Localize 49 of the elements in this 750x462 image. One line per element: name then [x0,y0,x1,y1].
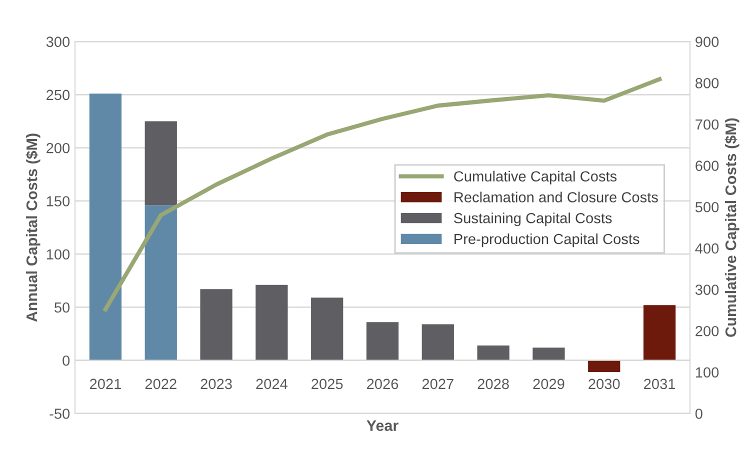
y2-tick-label: 800 [695,78,719,88]
y-tick-label: 250 [46,90,70,100]
y2-tick-label: 100 [696,367,719,378]
y-axis-title: Annual Capital Costs ($M) [26,134,40,322]
bar [422,324,454,360]
x-tick-label: 2026 [367,378,398,390]
x-tick-label: 2030 [588,378,620,390]
x-tick-label: 2021 [90,378,121,390]
legend-label: Reclamation and Closure Costs [454,192,658,202]
bar [643,305,676,360]
legend-label: Pre-production Capital Costs [454,233,640,248]
y2-tick-label: 900 [696,36,719,48]
y2-tick-label: 500 [695,202,719,212]
x-tick-label: 2024 [256,378,288,390]
y-tick-label: 300 [46,36,70,48]
bar [366,322,399,360]
x-tick-label: 2027 [422,378,454,390]
x-axis-title: Year [366,420,398,432]
y2-axis-title: Cumulative Capital Costs ($M) [724,118,740,337]
x-tick-label: 2023 [200,378,232,390]
y2-tick-label: 700 [696,119,719,130]
bar [144,205,177,360]
x-tick-label: 2025 [312,378,343,390]
bar [144,121,177,206]
y-tick-label: 200 [46,142,70,154]
y-tick-label: 150 [46,196,70,206]
bar [311,298,344,360]
bar [200,289,232,360]
y2-tick-label: 300 [695,284,719,295]
bar [532,348,565,360]
y-tick-label: 100 [46,249,70,260]
x-tick-label: 2031 [644,378,676,390]
x-tick-label: 2022 [145,378,176,390]
line-series [103,77,662,312]
x-tick-label: 2028 [478,378,509,390]
y-tick-label: 50 [54,302,70,313]
y2-tick-label: 0 [695,408,702,419]
y-tick-label: 0 [62,355,70,366]
y2-tick-label: 200 [696,326,719,336]
legend-label: Cumulative Capital Costs [454,170,617,184]
y2-tick-label: 400 [695,243,719,254]
bar [256,284,288,360]
y-tick-label: -50 [50,408,70,419]
x-tick-label: 2029 [533,378,564,390]
legend-label: Sustaining Capital Costs [454,212,612,226]
bar [588,360,620,372]
y2-tick-label: 600 [696,160,719,171]
bar [89,94,122,360]
bar [477,345,510,360]
